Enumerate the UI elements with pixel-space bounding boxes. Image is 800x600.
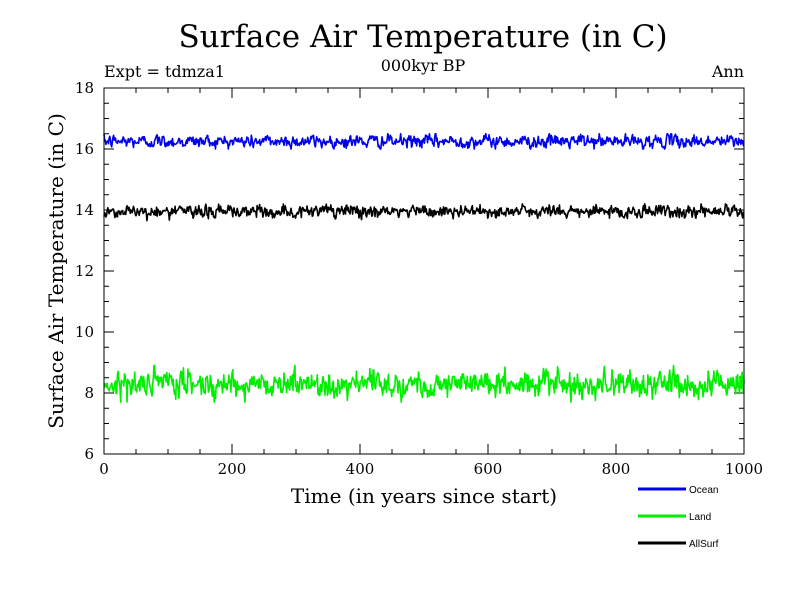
x-tick-label: 0 (99, 460, 109, 478)
legend-label-allsurf: AllSurf (689, 539, 719, 550)
legend: Ocean Land AllSurf (638, 485, 719, 550)
x-tick-label: 800 (602, 460, 631, 478)
period-label: 000kyr BP (381, 56, 466, 75)
series-line-land (103, 364, 745, 403)
y-tick-label: 8 (84, 384, 94, 402)
x-axis-label: Time (in years since start) (291, 484, 557, 508)
series-line-ocean (103, 132, 745, 150)
experiment-label: Expt = tdmza1 (104, 62, 225, 81)
y-tick-label: 18 (75, 79, 94, 97)
chart-title: Surface Air Temperature (in C) (178, 19, 667, 55)
season-label: Ann (711, 62, 744, 81)
series-lines (103, 132, 745, 403)
y-axis-label: Surface Air Temperature (in C) (44, 113, 68, 429)
legend-label-ocean: Ocean (689, 485, 718, 496)
y-tick-label: 6 (84, 445, 94, 463)
x-tick-label: 600 (474, 460, 503, 478)
y-tick-label: 10 (75, 323, 94, 341)
y-tick-label: 12 (75, 262, 94, 280)
legend-label-land: Land (689, 512, 711, 523)
plot-frame (103, 87, 745, 455)
y-tick-label: 16 (75, 140, 94, 158)
x-tick-label: 200 (218, 460, 247, 478)
x-tick-label: 1000 (725, 460, 763, 478)
y-tick-label: 14 (75, 201, 94, 219)
tick-labels: 0 200 400 600 800 1000 6 8 10 12 14 16 18 (75, 79, 763, 478)
series-line-allsurf (103, 203, 745, 222)
x-tick-label: 400 (346, 460, 375, 478)
